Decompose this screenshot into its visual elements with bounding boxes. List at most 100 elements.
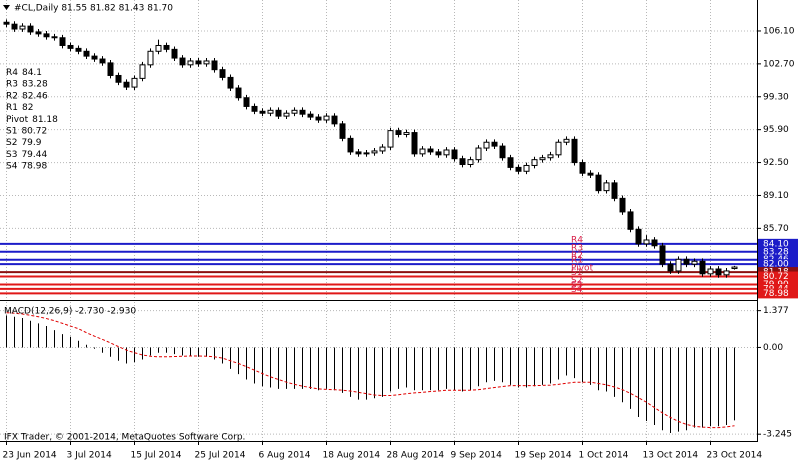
pivot-value: 83.28	[22, 79, 48, 89]
candle-body	[531, 159, 538, 166]
candle-body	[659, 245, 666, 265]
y-tick-label: 102.70	[763, 59, 795, 69]
candle-body	[219, 69, 226, 78]
pivot-tag: S2	[571, 276, 582, 286]
pivot-price-label: 78.98	[763, 289, 789, 299]
pivot-tag: R3	[571, 243, 583, 253]
pivot-legend: S4 78.98	[6, 161, 47, 171]
candle-body	[251, 105, 258, 112]
pivot-value: 84.1	[22, 68, 42, 78]
candle-body	[283, 112, 290, 117]
candle-body	[555, 141, 562, 156]
pivot-value: 80.72	[21, 126, 47, 136]
pivot-price-label: 84.10	[763, 239, 789, 249]
candle-body	[587, 172, 594, 176]
candle-body	[715, 268, 722, 276]
pivot-price-box	[758, 238, 798, 249]
candle-body	[731, 266, 738, 270]
pivot-name: S4	[6, 161, 18, 171]
candle-body	[163, 44, 170, 50]
candle-body	[75, 47, 82, 52]
candle-body	[675, 258, 682, 272]
pivot-tag: S4	[571, 285, 583, 295]
candle-body	[627, 211, 634, 230]
candle-body	[691, 260, 698, 265]
candle-body	[635, 228, 642, 245]
pivot-value: 79.44	[21, 149, 47, 159]
candle-body	[339, 123, 346, 139]
x-tick-label: 3 Jul 2014	[67, 451, 112, 461]
candle-body	[563, 138, 570, 143]
candle-body	[523, 164, 530, 172]
candle-body	[411, 132, 418, 155]
y-tick-label: -3.245	[763, 430, 792, 440]
candle-body	[395, 130, 402, 136]
pivot-legend: S3 79.44	[6, 149, 47, 159]
x-tick-label: 25 Jul 2014	[195, 451, 246, 461]
pivot-name: R3	[6, 79, 18, 89]
candle-body	[611, 182, 618, 199]
candle-body	[507, 157, 514, 168]
candle-body	[323, 115, 330, 121]
candle-body	[683, 258, 690, 265]
y-tick-label: 89.10	[763, 191, 789, 201]
candle-body	[267, 109, 274, 114]
candle-body	[299, 109, 306, 115]
candle-body	[595, 174, 602, 192]
candle-body	[43, 33, 50, 38]
pivot-legend: R3 83.28	[6, 79, 48, 89]
candle-body	[315, 116, 322, 121]
indicator-title: MACD(12,26,9) -2.730 -2.930	[4, 307, 136, 317]
candle-body	[187, 60, 194, 66]
candle-body	[379, 146, 386, 152]
pivot-legend: R1 82	[6, 103, 33, 113]
pivot-name: R2	[6, 91, 18, 101]
candle-body	[155, 44, 162, 52]
candle-body	[307, 113, 314, 118]
candle-body	[179, 57, 186, 66]
pivot-tag: Pivot	[571, 264, 594, 274]
y-tick-label: 0.00	[763, 343, 783, 353]
candle-body	[147, 50, 154, 66]
candle-body	[651, 239, 658, 247]
pivot-tag: S1	[571, 268, 582, 278]
pivot-legend: S2 79.9	[6, 138, 42, 148]
pivot-name: Pivot	[6, 114, 29, 124]
candle-body	[235, 87, 242, 99]
pivot-value: 82.46	[22, 91, 48, 101]
pivot-price-box	[758, 288, 798, 299]
candle-body	[723, 270, 730, 276]
candle-body	[27, 25, 34, 33]
pivot-legend: Pivot 81.18	[6, 114, 58, 124]
pivot-value: 79.9	[21, 138, 41, 148]
menu-triangle	[3, 5, 10, 10]
pivot-name: S2	[6, 138, 17, 148]
candle-body	[371, 150, 378, 154]
candle-body	[419, 148, 426, 155]
candle-body	[619, 197, 626, 213]
candle-body	[259, 110, 266, 114]
pivot-tag: R2	[571, 251, 583, 261]
pivot-value: 78.98	[21, 161, 47, 171]
candle-body	[603, 182, 610, 192]
candle-body	[35, 31, 42, 35]
pivot-legend: R4 84.1	[6, 68, 42, 78]
y-tick-label: 99.30	[763, 92, 789, 102]
candle-body	[275, 109, 282, 117]
label-layer: 106.10 102.70 99.30 95.90 92.50 89.10 85.70 1.3…	[3, 26, 798, 461]
pivot-price-box	[758, 246, 798, 257]
candle-body	[363, 152, 370, 155]
candle-body	[667, 263, 674, 272]
candle-body	[547, 154, 554, 159]
mark-layer	[3, 19, 738, 433]
candle-body	[427, 148, 434, 153]
candle-body	[475, 147, 482, 161]
candle-body	[347, 137, 354, 153]
candle-body	[699, 260, 706, 275]
chart-title: #CL,Daily 81.55 81.82 81.43 81.70	[14, 4, 173, 14]
candle-body	[67, 44, 74, 49]
candle-body	[107, 62, 114, 76]
x-tick-label: 9 Sep 2014	[451, 451, 503, 461]
pivot-price-box	[758, 259, 798, 270]
